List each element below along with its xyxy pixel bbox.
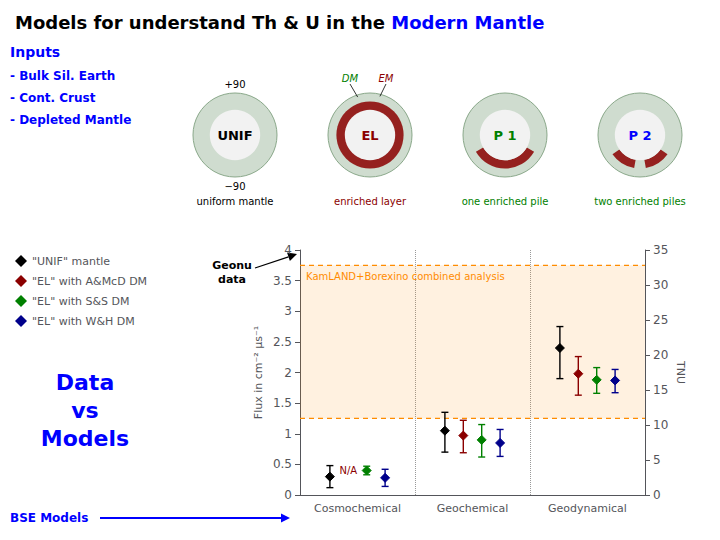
svg-text:UNIF: UNIF <box>217 128 252 143</box>
svg-text:Geochemical: Geochemical <box>437 502 508 515</box>
svg-text:30: 30 <box>653 278 668 292</box>
svg-text:Geodynamical: Geodynamical <box>548 502 627 515</box>
svg-text:Modern Mantle: Modern Mantle <box>391 12 544 33</box>
svg-text:- Depleted Mantle: - Depleted Mantle <box>10 113 131 127</box>
svg-text:35: 35 <box>653 243 668 257</box>
svg-text:two enriched piles: two enriched piles <box>594 196 686 207</box>
svg-text:enriched layer: enriched layer <box>334 196 407 207</box>
svg-text:20: 20 <box>653 348 668 362</box>
svg-text:TNU: TNU <box>674 360 687 384</box>
svg-text:Inputs: Inputs <box>10 44 60 60</box>
svg-text:+90: +90 <box>224 79 245 90</box>
svg-text:P 1: P 1 <box>493 128 516 143</box>
svg-text:vs: vs <box>71 398 98 423</box>
svg-text:data: data <box>218 273 246 286</box>
svg-text:"EL" with W&H DM: "EL" with W&H DM <box>32 315 135 328</box>
svg-text:0: 0 <box>284 488 292 502</box>
svg-text:KamLAND+Borexino combined anal: KamLAND+Borexino combined analysis <box>306 271 505 282</box>
svg-text:EM: EM <box>379 73 394 84</box>
svg-text:−90: −90 <box>224 181 245 192</box>
svg-text:BSE Models: BSE Models <box>10 511 88 525</box>
svg-text:Models for understand Th & U i: Models for understand Th & U in the <box>15 12 391 33</box>
svg-text:10: 10 <box>653 418 668 432</box>
svg-text:Data: Data <box>56 370 114 395</box>
svg-text:4: 4 <box>284 243 292 257</box>
svg-text:Cosmochemical: Cosmochemical <box>314 502 401 515</box>
svg-text:"UNIF" mantle: "UNIF" mantle <box>32 255 110 268</box>
svg-text:Geonu: Geonu <box>212 259 252 272</box>
svg-text:Models: Models <box>41 426 129 451</box>
svg-text:- Cont. Crust: - Cont. Crust <box>10 91 96 105</box>
svg-text:3: 3 <box>284 304 292 318</box>
svg-text:P 2: P 2 <box>628 128 651 143</box>
svg-text:EL: EL <box>361 128 378 143</box>
svg-text:uniform mantle: uniform mantle <box>196 196 273 207</box>
svg-text:one enriched pile: one enriched pile <box>462 196 549 207</box>
svg-text:3.5: 3.5 <box>273 274 292 288</box>
svg-text:- Bulk Sil. Earth: - Bulk Sil. Earth <box>10 69 115 83</box>
svg-text:1.5: 1.5 <box>273 396 292 410</box>
svg-text:Flux in cm⁻² μs⁻¹: Flux in cm⁻² μs⁻¹ <box>252 326 265 419</box>
svg-text:5: 5 <box>653 453 661 467</box>
svg-text:1: 1 <box>284 427 292 441</box>
svg-text:DM: DM <box>342 73 359 84</box>
svg-text:25: 25 <box>653 313 668 327</box>
svg-text:15: 15 <box>653 383 668 397</box>
svg-text:0.5: 0.5 <box>273 457 292 471</box>
svg-text:2: 2 <box>284 366 292 380</box>
svg-text:2.5: 2.5 <box>273 335 292 349</box>
svg-text:0: 0 <box>653 488 661 502</box>
svg-text:"EL" with A&McD DM: "EL" with A&McD DM <box>32 275 147 288</box>
svg-text:"EL" with S&S DM: "EL" with S&S DM <box>32 295 130 308</box>
svg-text:N/A: N/A <box>339 465 357 476</box>
